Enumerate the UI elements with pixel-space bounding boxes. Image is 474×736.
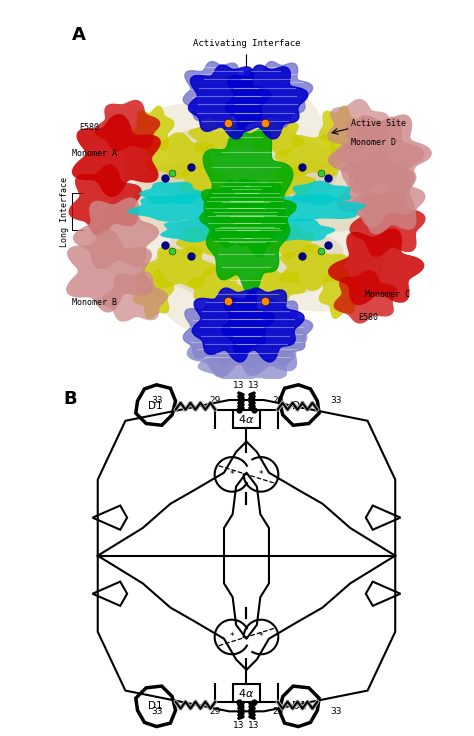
Polygon shape: [69, 164, 142, 236]
Polygon shape: [243, 62, 312, 127]
Polygon shape: [222, 288, 304, 362]
Text: 13: 13: [233, 721, 245, 730]
Polygon shape: [267, 224, 315, 258]
Text: 33: 33: [151, 707, 162, 716]
Polygon shape: [265, 166, 317, 197]
Text: *: *: [230, 470, 234, 479]
Polygon shape: [183, 62, 253, 127]
Polygon shape: [246, 118, 305, 156]
Polygon shape: [292, 181, 351, 205]
Text: 4$\alpha$: 4$\alpha$: [238, 687, 255, 698]
Text: 13: 13: [248, 721, 260, 730]
Polygon shape: [73, 197, 159, 269]
Polygon shape: [279, 244, 348, 291]
Text: D1: D1: [292, 701, 307, 711]
Polygon shape: [254, 194, 365, 222]
Polygon shape: [128, 194, 239, 222]
Text: Monomer D: Monomer D: [351, 138, 395, 147]
Polygon shape: [150, 209, 344, 302]
Text: Active Site: Active Site: [351, 119, 406, 128]
Text: Monomer B: Monomer B: [72, 297, 117, 307]
Polygon shape: [146, 132, 215, 180]
Polygon shape: [121, 161, 261, 238]
Polygon shape: [233, 161, 372, 238]
Text: 13: 13: [233, 381, 245, 390]
Polygon shape: [176, 225, 227, 257]
Polygon shape: [222, 306, 308, 376]
Polygon shape: [327, 99, 389, 153]
Polygon shape: [150, 119, 344, 213]
Polygon shape: [72, 114, 161, 197]
Polygon shape: [247, 267, 306, 305]
Text: 4$\alpha$: 4$\alpha$: [238, 413, 255, 425]
Polygon shape: [349, 188, 426, 257]
Bar: [233, 684, 260, 701]
Polygon shape: [189, 65, 271, 139]
Text: E580: E580: [358, 313, 378, 322]
Polygon shape: [192, 288, 274, 362]
Polygon shape: [198, 336, 295, 384]
Text: 29: 29: [272, 395, 283, 405]
Text: E580: E580: [79, 123, 99, 132]
Polygon shape: [254, 219, 335, 241]
Text: 29: 29: [210, 395, 221, 405]
Bar: [233, 410, 260, 428]
Text: A: A: [72, 26, 86, 44]
Polygon shape: [207, 179, 290, 295]
Polygon shape: [203, 128, 293, 257]
Text: Monomer A: Monomer A: [72, 149, 117, 158]
Polygon shape: [188, 118, 246, 156]
Polygon shape: [139, 182, 205, 204]
Polygon shape: [94, 100, 160, 152]
Polygon shape: [133, 105, 174, 155]
Text: *: *: [259, 632, 263, 642]
Text: D233: D233: [229, 203, 249, 212]
Text: B: B: [63, 389, 77, 408]
Polygon shape: [222, 180, 296, 246]
Text: Activating Interface: Activating Interface: [193, 39, 300, 49]
Polygon shape: [141, 246, 218, 289]
Text: 13: 13: [248, 381, 260, 390]
Text: 29: 29: [210, 707, 221, 716]
Polygon shape: [133, 269, 174, 319]
Polygon shape: [319, 269, 360, 319]
Text: 33: 33: [331, 707, 342, 716]
Polygon shape: [319, 105, 360, 155]
Text: D1: D1: [292, 400, 307, 411]
Text: 29: 29: [272, 707, 283, 716]
Polygon shape: [101, 272, 168, 322]
Polygon shape: [328, 228, 424, 305]
Text: 33: 33: [151, 395, 162, 405]
Polygon shape: [243, 300, 312, 365]
Polygon shape: [66, 229, 153, 313]
Polygon shape: [178, 165, 226, 199]
Text: D1: D1: [148, 701, 163, 711]
Polygon shape: [335, 114, 432, 189]
Text: Monomer C: Monomer C: [365, 290, 410, 300]
Polygon shape: [183, 300, 253, 365]
Polygon shape: [160, 218, 237, 242]
Polygon shape: [89, 83, 404, 335]
Text: Long Interface: Long Interface: [60, 177, 69, 247]
Text: *: *: [230, 632, 234, 642]
Polygon shape: [334, 270, 397, 324]
Text: *: *: [259, 470, 263, 479]
Text: 33: 33: [331, 395, 342, 405]
Polygon shape: [226, 65, 308, 139]
Polygon shape: [187, 267, 246, 305]
Polygon shape: [328, 117, 424, 194]
Polygon shape: [349, 166, 426, 235]
Polygon shape: [337, 150, 417, 227]
Polygon shape: [200, 180, 274, 246]
Polygon shape: [187, 305, 269, 378]
Polygon shape: [274, 135, 352, 177]
Text: D1: D1: [148, 400, 163, 411]
